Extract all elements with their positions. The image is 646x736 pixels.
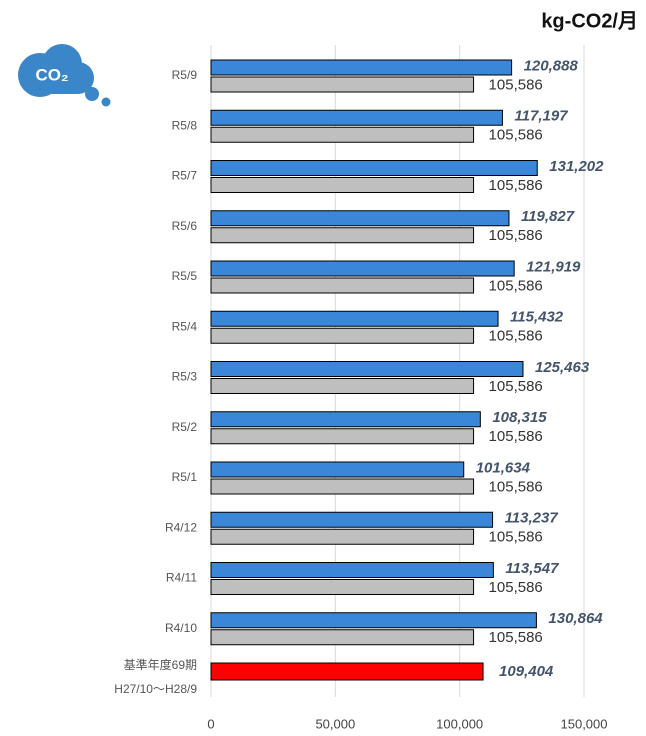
bar bbox=[210, 378, 475, 394]
bar bbox=[210, 109, 503, 126]
category-label: R5/1 bbox=[172, 470, 198, 484]
category-label: R5/6 bbox=[172, 219, 198, 233]
bar bbox=[210, 160, 538, 176]
value-label: 105,586 bbox=[489, 277, 543, 294]
bar bbox=[210, 177, 475, 193]
category-label: R5/8 bbox=[172, 118, 198, 132]
bar bbox=[210, 59, 513, 76]
baseline-bar bbox=[210, 662, 484, 681]
value-label: 105,586 bbox=[489, 227, 543, 244]
category-label: R5/2 bbox=[172, 420, 198, 434]
value-label: 105,586 bbox=[489, 328, 543, 345]
category-label: R5/9 bbox=[172, 68, 198, 82]
category-label: R5/7 bbox=[172, 169, 198, 183]
bar bbox=[210, 310, 499, 327]
bar bbox=[210, 612, 537, 629]
value-label: 105,586 bbox=[489, 478, 543, 495]
value-label: 113,237 bbox=[505, 510, 559, 527]
bar bbox=[210, 461, 465, 478]
category-label: R5/5 bbox=[172, 269, 198, 283]
value-label: 117,197 bbox=[514, 108, 568, 125]
value-label: 105,586 bbox=[489, 529, 543, 546]
category-label: R5/3 bbox=[172, 370, 198, 384]
baseline-value-label: 109,404 bbox=[499, 663, 554, 680]
value-label: 120,888 bbox=[524, 57, 579, 74]
baseline-period: H27/10～H28/9 bbox=[114, 682, 197, 696]
value-label: 105,586 bbox=[489, 127, 543, 144]
bar bbox=[210, 511, 494, 528]
bar bbox=[210, 428, 475, 445]
co2-icon: CO₂ bbox=[18, 44, 111, 107]
bar bbox=[210, 76, 475, 93]
category-label: R4/12 bbox=[165, 520, 197, 534]
value-label: 105,586 bbox=[489, 629, 543, 646]
bar bbox=[210, 126, 475, 143]
value-label: 131,202 bbox=[549, 158, 604, 175]
bar bbox=[210, 227, 475, 244]
value-label: 105,586 bbox=[489, 428, 543, 445]
bar bbox=[210, 277, 475, 294]
bar bbox=[210, 528, 475, 545]
value-label: 101,634 bbox=[476, 459, 531, 476]
category-label: R4/10 bbox=[165, 621, 197, 635]
bar bbox=[210, 260, 515, 277]
unit-label: kg‑CO2/月 bbox=[541, 10, 638, 32]
value-label: 130,864 bbox=[548, 610, 603, 627]
bar bbox=[210, 210, 510, 227]
category-label: R5/4 bbox=[172, 319, 198, 333]
value-label: 121,919 bbox=[526, 258, 581, 275]
icon-text: CO₂ bbox=[35, 65, 68, 84]
bar bbox=[210, 629, 475, 646]
bar bbox=[210, 562, 494, 578]
value-label: 125,463 bbox=[535, 359, 590, 376]
value-label: 105,586 bbox=[489, 177, 543, 194]
bar bbox=[210, 361, 524, 377]
x-tick-label: 100,000 bbox=[436, 716, 483, 731]
bar bbox=[210, 478, 475, 495]
x-tick-label: 0 bbox=[207, 716, 214, 731]
value-label: 113,547 bbox=[505, 560, 559, 577]
value-label: 105,586 bbox=[489, 378, 543, 395]
value-label: 105,586 bbox=[489, 579, 543, 596]
bar bbox=[210, 327, 475, 344]
baseline-label: 基準年度69期 bbox=[124, 657, 197, 672]
x-tick-label: 50,000 bbox=[315, 716, 355, 731]
x-tick-label: 150,000 bbox=[561, 716, 608, 731]
bar bbox=[210, 579, 475, 595]
value-label: 105,586 bbox=[489, 76, 543, 93]
bar bbox=[210, 411, 481, 428]
value-label: 108,315 bbox=[492, 409, 547, 426]
category-label: R4/11 bbox=[166, 571, 197, 585]
value-label: 115,432 bbox=[510, 309, 564, 326]
value-label: 119,827 bbox=[521, 208, 575, 225]
